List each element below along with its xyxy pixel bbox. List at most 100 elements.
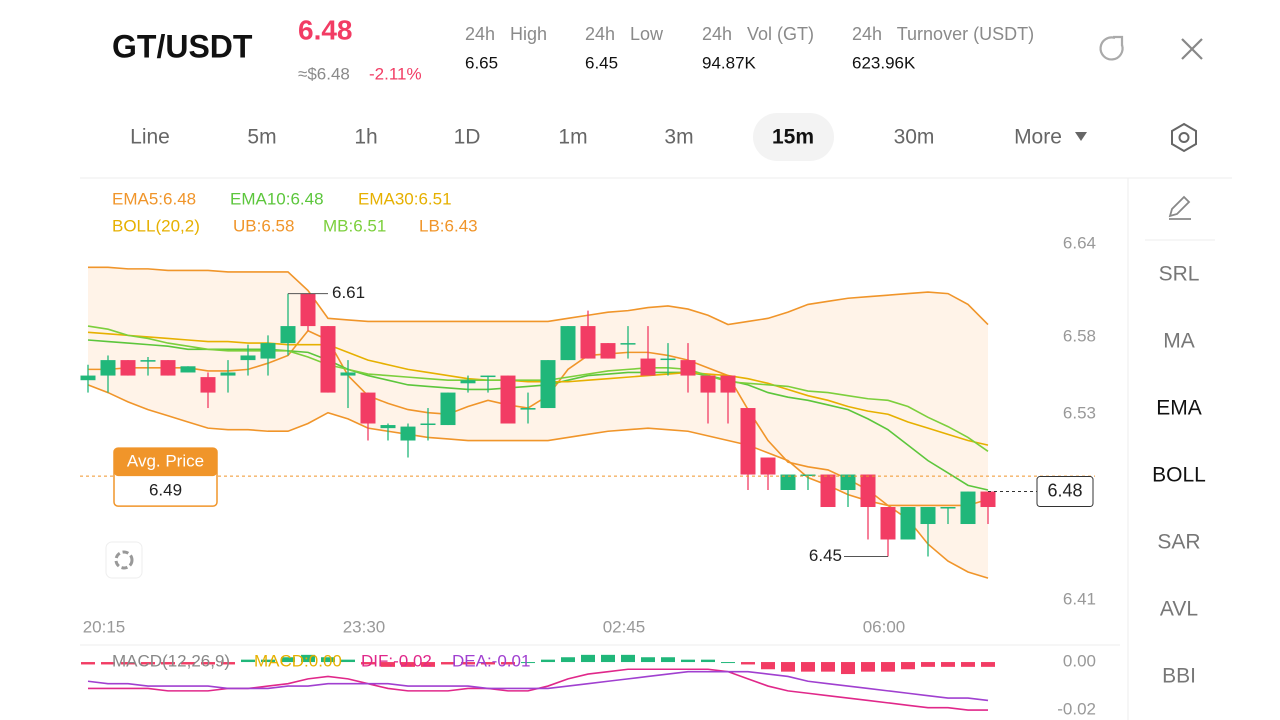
- macd-legend: MACD(12,26,9): [112, 651, 230, 670]
- candle-body: [740, 408, 756, 475]
- macd-bar: [161, 662, 175, 665]
- stat-label: 24h Turnover (USDT): [852, 24, 1034, 44]
- candle-body: [820, 474, 836, 508]
- candle-body: [960, 491, 976, 525]
- indicator-legend: UB:6.58: [233, 216, 294, 235]
- indicator-legend: EMA30:6.51: [358, 189, 452, 208]
- stat-label: 24h High: [465, 24, 547, 44]
- change: -2.11%: [369, 64, 422, 83]
- tab[interactable]: 1h: [354, 126, 377, 149]
- macd-bar: [581, 654, 595, 663]
- candle-body: [120, 360, 136, 376]
- candle-body: [340, 372, 356, 376]
- candle-body: [80, 375, 96, 381]
- macd-bar: [801, 662, 815, 672]
- indicator-line: [87, 339, 989, 491]
- indicator-line: [88, 266, 989, 326]
- candle-body: [480, 375, 496, 378]
- candle-body: [880, 507, 896, 540]
- tab[interactable]: 1m: [558, 126, 587, 149]
- indicator-line: [87, 670, 989, 702]
- macd-legend: MACD:0.00: [254, 651, 342, 670]
- macd-bar: [201, 662, 215, 665]
- macd-bar: [641, 657, 655, 663]
- indicator-button[interactable]: SAR: [1157, 531, 1200, 554]
- candle-body: [540, 360, 556, 409]
- last-price-label: 6.48: [1047, 480, 1082, 500]
- indicator-line: [88, 329, 989, 507]
- macd-bar: [101, 662, 115, 665]
- tool-icon: [114, 550, 134, 570]
- indicator-button[interactable]: BBI: [1162, 665, 1196, 688]
- macd-bar: [721, 662, 735, 664]
- macd-bar: [341, 659, 355, 663]
- pair: GT/USDT: [112, 28, 253, 64]
- macd-bar: [461, 662, 475, 665]
- indicator-legend: MB:6.51: [323, 216, 386, 235]
- avg-price-title: Avg. Price: [127, 452, 204, 471]
- active-tab-bg: [753, 113, 834, 161]
- candle-body: [280, 326, 296, 344]
- indicator-legend: BOLL(20,2): [112, 216, 200, 235]
- settings-icon[interactable]: [1171, 122, 1197, 153]
- tab[interactable]: More: [1014, 126, 1062, 149]
- macd-bar: [401, 662, 415, 667]
- indicator-button[interactable]: EMA: [1156, 397, 1202, 420]
- macd-bar: [921, 662, 935, 667]
- stat-value: 6.45: [585, 53, 618, 72]
- tool-button[interactable]: [105, 541, 143, 579]
- tab[interactable]: 5m: [247, 126, 276, 149]
- indicator-legend: EMA5:6.48: [112, 189, 196, 208]
- tab[interactable]: 30m: [894, 126, 935, 149]
- indicator-button[interactable]: BOLL: [1152, 464, 1206, 487]
- indicator-button[interactable]: AVL: [1160, 598, 1198, 621]
- candle-body: [180, 366, 196, 373]
- indicator-button[interactable]: SRL: [1159, 263, 1200, 286]
- macd-bar: [741, 662, 755, 665]
- y-tick-label: 6.41: [1063, 589, 1096, 608]
- price: 6.48: [298, 14, 353, 45]
- macd-bar: [821, 662, 835, 672]
- indicator-line: [88, 668, 988, 711]
- tab[interactable]: 3m: [664, 126, 693, 149]
- macd-bar: [501, 662, 515, 665]
- low-label: 6.45: [809, 546, 842, 565]
- tab[interactable]: 15m: [772, 126, 814, 149]
- indicator-button[interactable]: MA: [1163, 330, 1195, 353]
- candle-body: [360, 392, 376, 424]
- tab[interactable]: Line: [130, 126, 170, 149]
- candle-body: [220, 372, 236, 376]
- macd-bar: [121, 662, 135, 665]
- macd-bar: [941, 662, 955, 667]
- indicator-line: [87, 384, 989, 579]
- draw-icon[interactable]: [1168, 195, 1191, 220]
- y-tick-label: 6.64: [1063, 234, 1096, 253]
- refresh-icon[interactable]: [1099, 35, 1124, 61]
- avg-price-value: 6.49: [149, 481, 182, 500]
- candle-body: [320, 326, 336, 393]
- candle-body: [140, 360, 156, 362]
- macd-bar: [281, 657, 295, 663]
- tab[interactable]: 1D: [454, 126, 481, 149]
- macd-bar: [301, 654, 315, 663]
- macd-bar: [661, 657, 675, 663]
- macd-bar: [881, 662, 895, 672]
- candle-body: [840, 474, 856, 490]
- stat-value: 94.87K: [702, 53, 757, 72]
- macd-bar: [961, 662, 975, 667]
- macd-bar: [681, 659, 695, 663]
- candle-body: [860, 474, 876, 508]
- candle-body: [900, 507, 916, 540]
- macd-bar: [901, 662, 915, 670]
- stat-value: 6.65: [465, 53, 498, 72]
- candle-body: [200, 377, 216, 393]
- macd-bar: [441, 662, 455, 665]
- last-price-box: [1036, 476, 1094, 508]
- macd-bar: [521, 662, 535, 664]
- macd-bar: [701, 659, 715, 663]
- macd-bar: [181, 662, 195, 665]
- more-arrow[interactable]: [1075, 132, 1087, 141]
- close-icon[interactable]: [1181, 38, 1203, 60]
